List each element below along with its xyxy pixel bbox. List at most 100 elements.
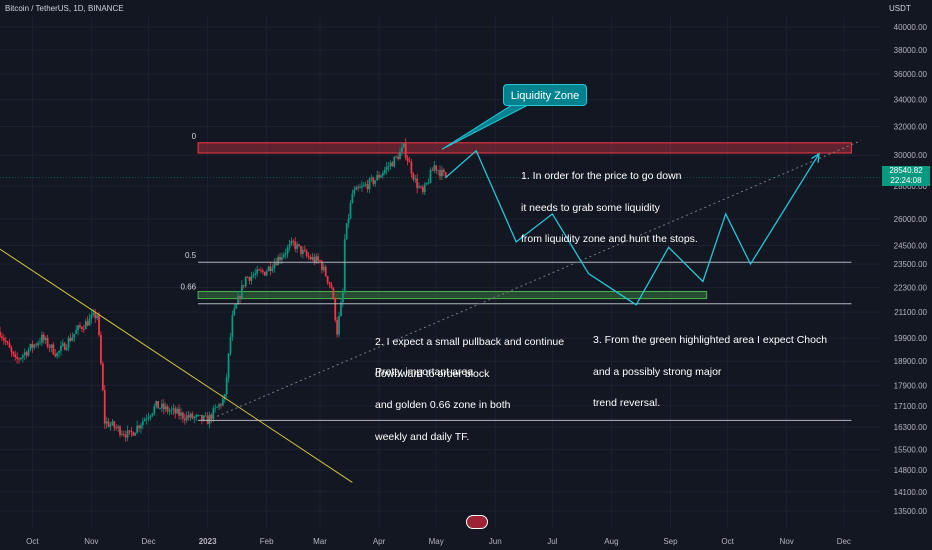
candle-body [130,430,133,433]
y-tick-label: 36000.00 [894,70,928,79]
candle-body [69,338,72,341]
candle-body [406,157,409,161]
candle-body [151,413,154,416]
candle-body [347,218,350,224]
candle-body [265,271,268,276]
candle-body [185,415,188,421]
x-tick-label: 2023 [199,537,217,546]
candle-body [277,257,279,266]
candle-body [435,165,438,171]
price-axis[interactable]: 40000.00 38000.00 36000.00 34000.00 32000.00… [894,23,928,516]
y-tick-label: 38000.00 [894,46,928,55]
candle-body [324,266,327,277]
candle-body [315,256,318,263]
candle-body [14,354,17,358]
candlestick-series [0,138,447,442]
candle-body [187,415,190,418]
symbol-title: Bitcoin / TetherUS, 1D, BINANCE [5,4,124,13]
candle-body [71,337,74,341]
candle-body [418,186,420,188]
y-tick-label: 17900.00 [894,381,928,390]
candle-body [336,320,339,335]
y-tick-label: 17100.00 [894,402,928,411]
candle-body [90,314,93,319]
y-tick-label: 32000.00 [894,122,928,131]
x-tick-label: Nov [84,537,98,546]
x-tick-label: Oct [721,537,734,546]
candle-body [113,421,116,428]
rising-dotted-trendline [216,140,862,417]
candle-body [23,352,26,356]
candle-body [332,288,335,299]
candle-body [252,275,255,277]
candle-body [134,432,137,436]
candle-body [372,177,375,184]
x-tick-label: Oct [26,537,39,546]
candle-body [141,421,144,426]
note-3[interactable]: 3. From the green highlighted area I exp… [593,314,827,419]
zones-layer [197,142,852,300]
candle-body [250,276,253,281]
candle-body [317,256,319,261]
candle-body [351,193,354,203]
y-tick-label: 15500.00 [894,446,928,455]
candle-body [52,344,55,355]
candle-body [261,270,264,272]
candle-body [56,352,59,357]
candle-body [54,354,57,357]
candle-body [21,355,24,358]
candle-body [410,162,413,174]
candle-body [128,430,131,432]
candle-body [1,336,3,338]
candle-body [115,427,118,429]
note-important[interactable]: Pretty important area [375,366,474,378]
liquidity-zone-callout[interactable]: Liquidity Zone [503,84,587,106]
projection-path [445,149,820,306]
candle-body [322,266,325,271]
order-block-box [197,290,708,300]
candle-body [119,426,121,435]
candle-body [364,184,367,186]
x-tick-label: May [429,537,444,546]
candle-body [357,187,359,189]
projection-arrowhead [811,152,820,163]
note-2[interactable]: 2. I expect a small pullback and continu… [375,316,564,453]
candle-body [145,418,148,420]
candle-body [395,156,398,158]
candle-body [100,334,102,364]
candle-body [437,170,439,172]
y-tick-label: 26000.00 [894,215,928,224]
candle-body [50,344,53,348]
candle-body [399,151,401,160]
candle-body [254,273,257,276]
x-tick-label: Jul [547,537,557,546]
note-2-line-1: 2. I expect a small pullback and continu… [375,336,565,348]
candle-body [101,363,104,391]
candle-body [147,417,150,419]
time-axis[interactable]: Oct Nov Dec 2023 Feb Mar Apr May Jun Jul Aug Sep Oct… [26,537,851,546]
candle-body [204,415,207,417]
note-2-line-2: downward to order block [375,367,490,380]
candle-body [340,302,342,317]
candle-body [46,337,49,347]
x-tick-label: Dec [837,537,851,546]
candle-body [86,321,89,326]
candle-body [191,413,194,419]
last-price-value: 28540.82 [889,166,923,175]
note-1[interactable]: 1. In order for the price to go down it … [521,150,698,255]
candle-body [2,337,5,341]
x-tick-label: Jun [489,537,502,546]
candle-body [235,304,238,309]
candle-body [225,377,228,395]
candle-body [122,434,125,435]
candle-body [107,421,110,427]
candle-body [221,399,224,406]
candle-body [44,337,47,341]
drawing-layer: 0 0.5 0.66 [0,104,880,483]
candle-body [155,400,158,407]
candle-body [20,357,22,360]
fib-level-label: 0.5 [185,251,197,260]
brand-logo[interactable] [466,515,488,529]
candle-body [140,425,142,429]
